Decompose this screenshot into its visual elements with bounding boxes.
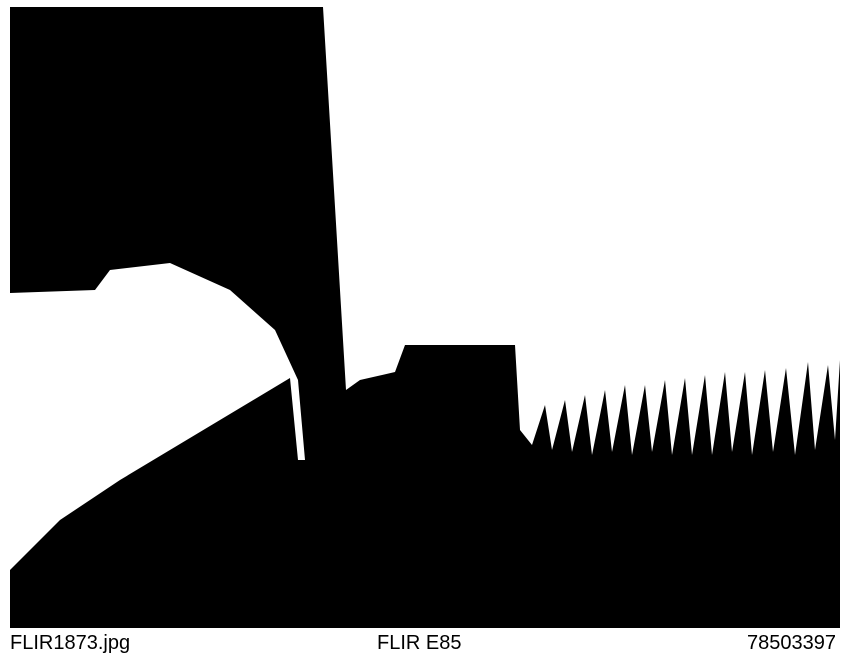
- caption-serial: 78503397: [747, 632, 836, 654]
- caption-file: FLIR1873.jpg: [10, 632, 131, 654]
- caption-camera: FLIR E85: [377, 632, 462, 654]
- thermal-image: [10, 7, 840, 628]
- image-sky: [323, 7, 840, 455]
- image-warm-object: [10, 263, 305, 570]
